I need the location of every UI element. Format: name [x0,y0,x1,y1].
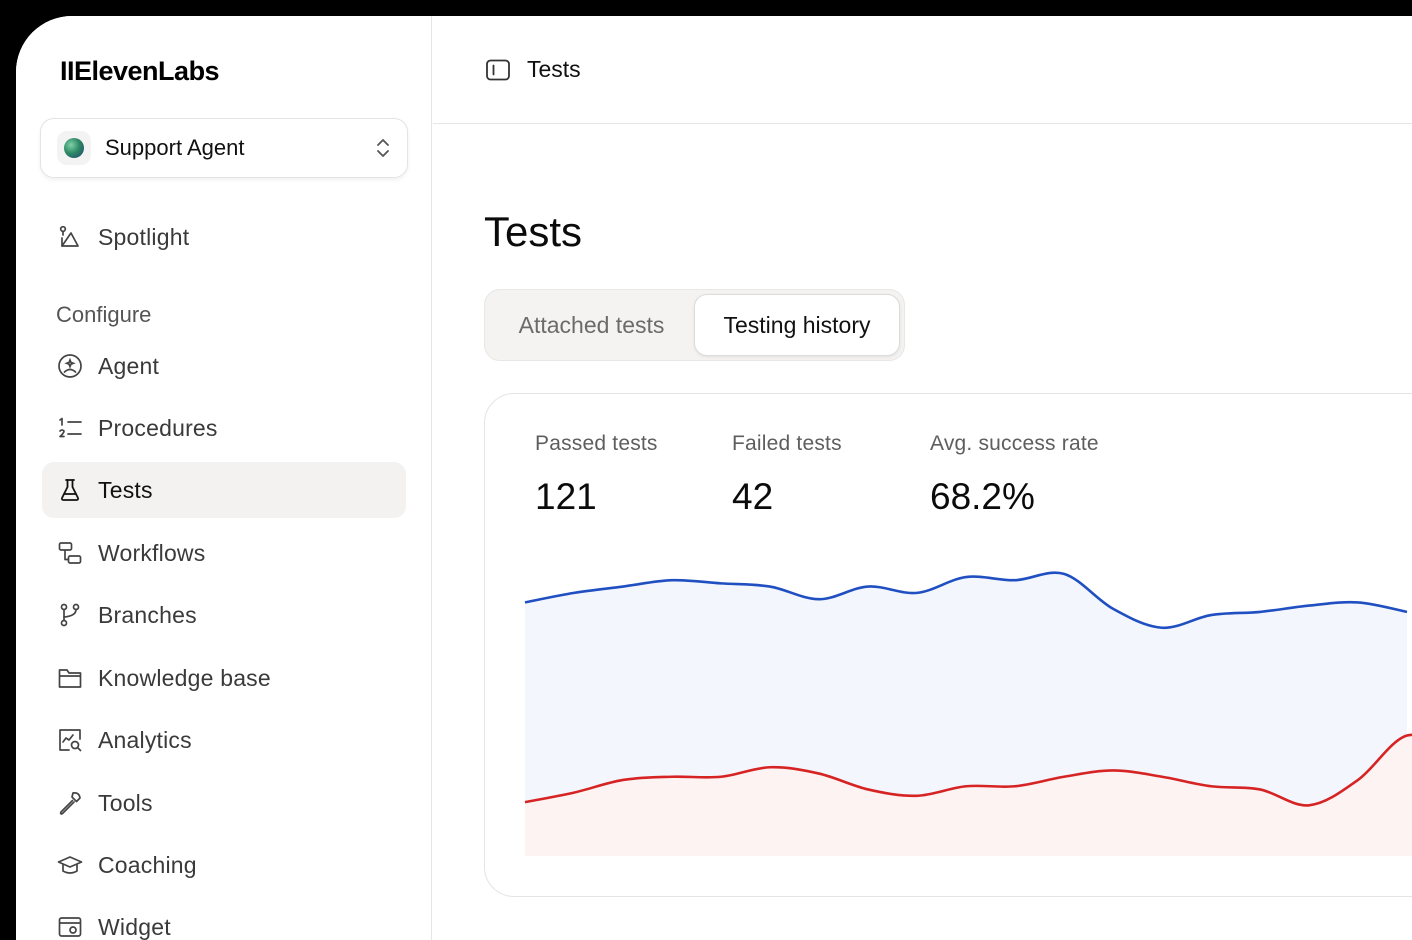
stat-value: 121 [535,476,597,517]
flask-icon [56,476,84,504]
failed-line [524,733,1412,807]
stat-avg-success-rate: Avg. success rate 68.2% [930,432,1099,518]
stat-label: Avg. success rate [930,432,1099,455]
procedures-icon [56,414,84,442]
wrench-icon [56,789,84,817]
sidebar-item-agent[interactable]: Agent [42,338,406,394]
topbar: Tests [433,16,1412,124]
agent-orb-icon [64,138,84,158]
stat-label: Passed tests [535,432,658,455]
sidebar-item-coaching[interactable]: Coaching [42,837,406,893]
sidebar-item-label: Agent [98,352,160,379]
graduation-cap-icon [56,851,84,879]
sidebar-item-tools[interactable]: Tools [42,775,406,831]
stat-failed-tests: Failed tests 42 [732,432,842,518]
sidebar-item-widget[interactable]: Widget [42,899,406,940]
sidebar-item-label: Knowledge base [98,664,271,691]
chevron-up-down-icon [377,139,389,157]
sidebar-item-label: Analytics [98,726,192,753]
sidebar-item-label: Procedures [98,414,218,441]
sidebar: IIElevenLabs Support Agent Spotlight Con… [16,16,432,940]
sidebar-item-branches[interactable]: Branches [42,587,406,643]
sidebar-item-label: Widget [98,913,171,940]
test-history-chart [524,571,1412,856]
agent-avatar [57,131,91,165]
sidebar-item-label: Tests [98,476,153,503]
passed-line [524,571,1408,630]
tab-bar: Attached tests Testing history [484,289,905,361]
app-window: IIElevenLabs Support Agent Spotlight Con… [16,16,1412,940]
sidebar-item-label: Workflows [98,539,206,566]
sidebar-item-workflows[interactable]: Workflows [42,525,406,581]
widget-icon [56,913,84,940]
workflows-icon [56,539,84,567]
agent-selector[interactable]: Support Agent [40,118,408,178]
page-title: Tests [484,208,583,255]
sidebar-item-analytics[interactable]: Analytics [42,712,406,768]
sidebar-item-label: Tools [98,789,153,816]
stat-label: Failed tests [732,432,842,455]
tab-attached-tests[interactable]: Attached tests [518,311,665,338]
sidebar-item-label: Spotlight [98,223,190,250]
sidebar-item-label: Coaching [98,851,197,878]
failed-area [525,734,1412,856]
sidebar-item-knowledge-base[interactable]: Knowledge base [42,650,406,706]
brand-logo: IIElevenLabs [60,56,220,86]
sidebar-item-label: Branches [98,601,197,628]
stat-value: 68.2% [930,476,1035,517]
stat-value: 42 [732,476,774,517]
analytics-icon [56,726,84,754]
breadcrumb-title: Tests [527,56,581,82]
sidebar-item-tests[interactable]: Tests [42,462,406,518]
agent-icon [56,352,84,380]
spotlight-icon [56,223,84,251]
branches-icon [56,601,84,629]
agent-name: Support Agent [105,135,245,160]
folder-icon [56,664,84,692]
section-label-configure: Configure [56,302,152,327]
stat-passed-tests: Passed tests 121 [535,432,658,518]
sidebar-item-procedures[interactable]: Procedures [42,400,406,456]
testing-history-card: Passed tests 121 Failed tests 42 Avg. su… [484,393,1412,897]
sidebar-item-spotlight[interactable]: Spotlight [42,209,406,265]
sidebar-toggle-icon[interactable] [485,58,511,82]
tab-testing-history[interactable]: Testing history [694,294,900,356]
